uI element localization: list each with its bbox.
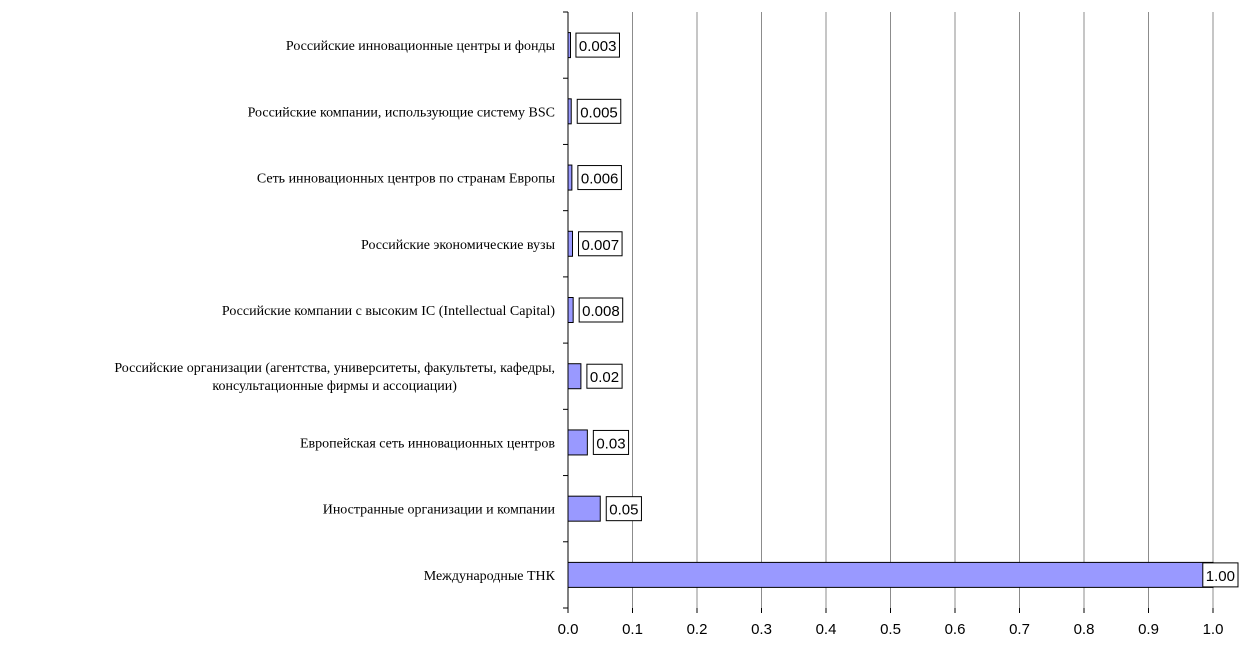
x-tick-label: 0.8 [1074, 621, 1095, 638]
x-tick-label: 0.2 [687, 621, 708, 638]
data-label: 0.008 [582, 303, 620, 320]
x-tick-label: 0.7 [1009, 621, 1030, 638]
bar [567, 495, 601, 522]
x-tick-label: 0.5 [880, 621, 901, 638]
data-label-box [576, 98, 622, 124]
data-label-box [578, 231, 623, 257]
data-label: 0.03 [596, 435, 625, 452]
category-labels: Российские инновационные центры и фонды Р… [114, 39, 555, 584]
x-tick-labels: 0.0 0.1 0.2 0.3 0.4 0.5 0.6 0.7 0.8 0.9 1.0 [558, 621, 1224, 638]
bar [567, 429, 588, 456]
bar [567, 98, 572, 125]
data-label-box [577, 165, 622, 191]
x-tick-label: 0.0 [558, 621, 579, 638]
category-label: Российские компании с высоким IC (Intell… [222, 304, 555, 319]
category-label: Российские компании, использующие систем… [248, 105, 555, 120]
data-label-box [586, 363, 623, 389]
x-tick-label: 0.3 [751, 621, 772, 638]
bars [567, 32, 1214, 588]
x-tick-label: 0.9 [1138, 621, 1159, 638]
x-tick-label: 0.4 [816, 621, 837, 638]
data-label: 0.02 [590, 369, 619, 386]
category-label: консультационные фирмы и ассоциации) [212, 379, 457, 394]
data-label-box [1202, 562, 1239, 588]
category-label: Иностранные организации и компании [323, 503, 556, 518]
category-label: Международные ТНК [424, 569, 556, 584]
x-tick-label: 0.6 [945, 621, 966, 638]
category-label: Российские организации (агентства, униве… [114, 361, 555, 376]
axes [563, 11, 1214, 613]
x-tick-label: 1.0 [1203, 621, 1224, 638]
category-label: Российские инновационные центры и фонды [286, 39, 556, 54]
bar [567, 230, 574, 257]
data-label: 0.007 [582, 237, 620, 254]
data-label: 0.006 [581, 171, 619, 188]
bar [567, 363, 582, 390]
data-label: 0.005 [580, 104, 618, 121]
bar [567, 561, 1214, 588]
category-label: Сеть инновационных центров по странам Ев… [257, 172, 556, 187]
category-label: Европейская сеть инновационных центров [300, 436, 555, 451]
data-label-box [592, 429, 630, 455]
data-label-box [605, 496, 642, 522]
category-label: Российские экономические вузы [361, 238, 556, 253]
data-label-box [575, 32, 620, 58]
gridlines [632, 12, 1214, 608]
bar [567, 32, 571, 59]
data-labels: 0.003 0.005 0.006 0.007 0.008 0.02 0.03 0.05 1.0… [575, 32, 1239, 588]
bar [567, 297, 574, 323]
data-label: 0.05 [609, 502, 638, 519]
data-label: 1.00 [1206, 568, 1235, 585]
data-label: 0.003 [579, 38, 617, 55]
data-label-box [578, 297, 624, 323]
bar [567, 164, 573, 191]
x-tick-label: 0.1 [622, 621, 643, 638]
